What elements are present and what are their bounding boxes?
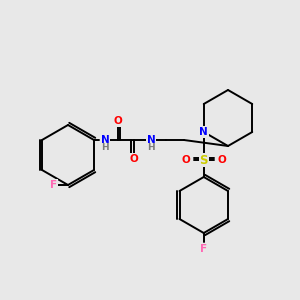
Text: S: S: [200, 154, 208, 166]
Text: O: O: [218, 155, 226, 165]
Text: N: N: [100, 135, 109, 145]
Text: O: O: [182, 155, 190, 165]
Text: O: O: [130, 154, 138, 164]
Text: F: F: [200, 244, 207, 254]
Text: F: F: [50, 180, 58, 190]
Text: N: N: [200, 127, 208, 137]
Text: O: O: [114, 116, 122, 126]
Text: H: H: [101, 143, 109, 152]
Text: H: H: [147, 143, 155, 152]
Text: N: N: [147, 135, 155, 145]
